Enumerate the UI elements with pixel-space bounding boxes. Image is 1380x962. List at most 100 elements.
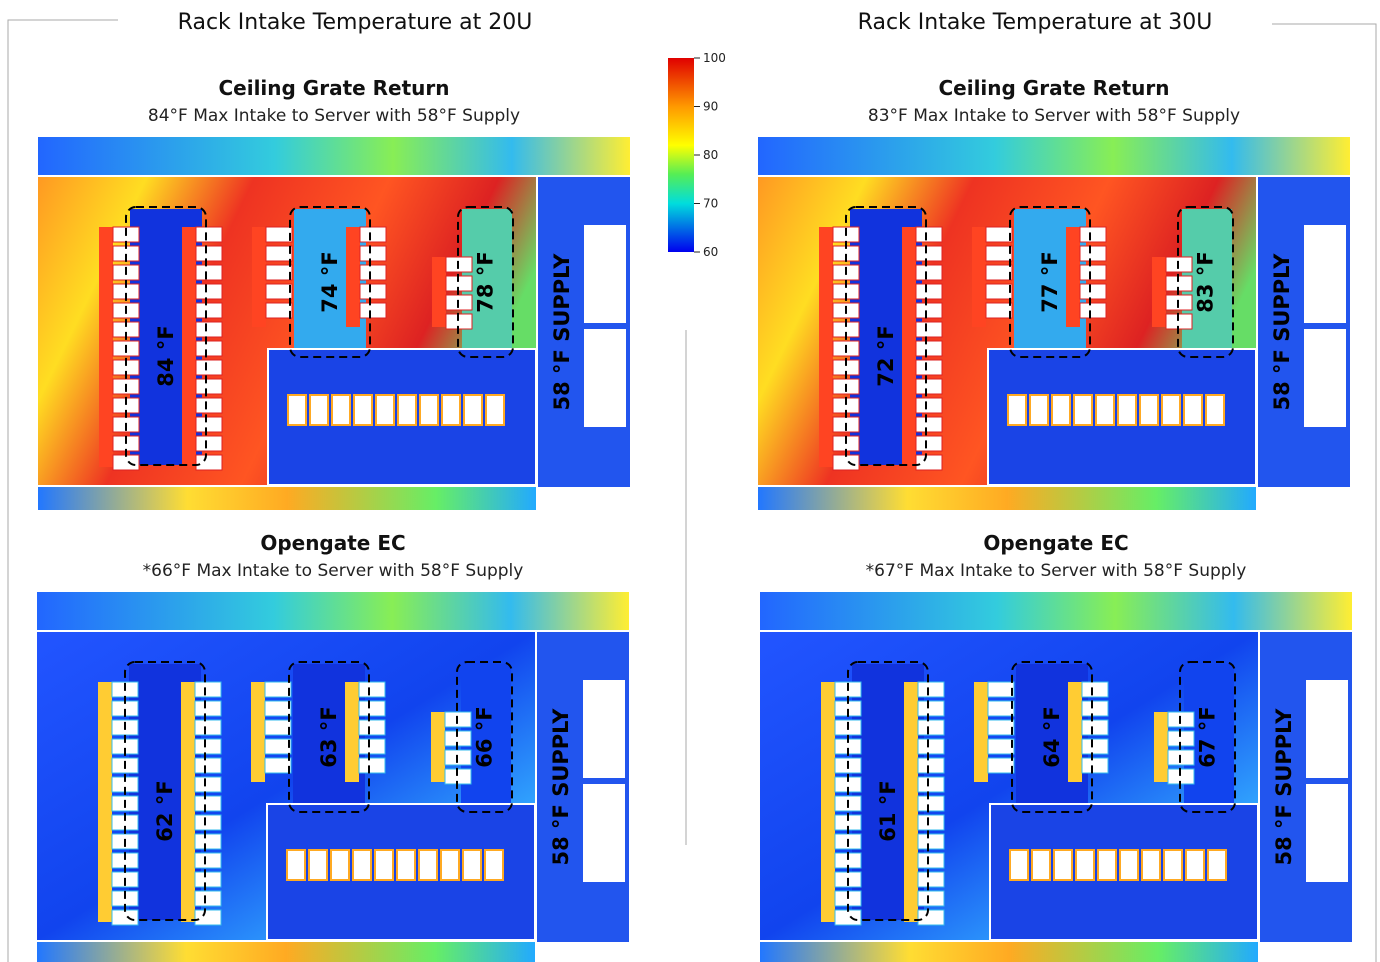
aisle-temperature: 72 °F — [874, 325, 898, 386]
bottom-strip — [37, 942, 535, 962]
colorbar-tick-label: 60 — [703, 245, 718, 259]
server — [195, 397, 223, 414]
rack-column — [432, 257, 446, 327]
server — [987, 681, 1015, 698]
server — [1185, 849, 1205, 881]
server — [1079, 302, 1107, 319]
server — [1081, 700, 1109, 717]
server — [194, 890, 222, 907]
server — [985, 302, 1013, 319]
aisle-temperature: 61 °F — [876, 780, 900, 841]
server — [987, 738, 1015, 755]
server — [987, 700, 1015, 717]
server — [1095, 394, 1115, 426]
server — [194, 852, 222, 869]
server — [985, 245, 1013, 262]
panel-title: Ceiling Grate Return — [218, 76, 449, 100]
server — [834, 909, 862, 926]
server — [485, 394, 505, 426]
server — [264, 681, 292, 698]
server — [917, 871, 945, 888]
hot-aisle-outline — [1009, 206, 1091, 358]
server — [195, 454, 223, 471]
hot-aisle-outline — [289, 206, 371, 358]
rack-column — [345, 682, 359, 782]
aisle-temperature: 62 °F — [153, 780, 177, 841]
hot-aisle-outline — [457, 206, 514, 358]
server — [915, 264, 943, 281]
server — [462, 849, 482, 881]
hot-aisle-outline — [1177, 206, 1234, 358]
server — [985, 283, 1013, 300]
server — [1051, 394, 1071, 426]
top-strip — [37, 592, 629, 630]
server — [309, 394, 329, 426]
server — [917, 757, 945, 774]
supply-label: 58 °F SUPPLY — [550, 253, 574, 411]
colorbar-tick-label: 80 — [703, 148, 718, 162]
server — [917, 738, 945, 755]
heatmap: 61 °F 64 °F 67 °F 58 °F SUPPLY — [760, 592, 1352, 962]
supply-vent — [1304, 225, 1346, 323]
server — [441, 394, 461, 426]
bottom-strip — [758, 487, 1256, 510]
server — [111, 909, 139, 926]
supply-vent — [583, 784, 625, 882]
rack-column — [904, 682, 918, 922]
server — [112, 454, 140, 471]
server — [915, 435, 943, 452]
server — [917, 814, 945, 831]
server — [987, 719, 1015, 736]
server — [195, 264, 223, 281]
aisle-temperature: 84 °F — [154, 325, 178, 386]
server — [915, 454, 943, 471]
server — [1183, 394, 1203, 426]
panel-subtitle: *66°F Max Intake to Server with 58°F Sup… — [143, 561, 524, 581]
server — [1081, 738, 1109, 755]
bottom-strip — [760, 942, 1258, 962]
rack-column — [251, 682, 265, 782]
rack-column — [1154, 712, 1168, 782]
server — [1141, 849, 1161, 881]
server — [375, 394, 395, 426]
server — [1163, 849, 1183, 881]
server — [1029, 394, 1049, 426]
panel-subtitle: 83°F Max Intake to Server with 58°F Supp… — [868, 106, 1240, 126]
server — [917, 909, 945, 926]
rack-column — [346, 227, 360, 327]
frame-line — [1272, 23, 1377, 962]
server — [1097, 849, 1117, 881]
supply-vent — [1304, 329, 1346, 427]
server — [194, 681, 222, 698]
hot-aisle-outline — [456, 661, 513, 813]
server — [359, 245, 387, 262]
rack-column — [819, 227, 833, 467]
hot-aisle-outline — [124, 661, 206, 921]
server — [917, 795, 945, 812]
server — [352, 849, 372, 881]
server — [1207, 849, 1227, 881]
panel-title: Opengate EC — [260, 531, 405, 555]
rack-column — [1066, 227, 1080, 327]
server — [194, 814, 222, 831]
server — [915, 321, 943, 338]
server — [396, 849, 416, 881]
rack-column — [974, 682, 988, 782]
server — [265, 264, 293, 281]
server — [194, 776, 222, 793]
server — [440, 849, 460, 881]
top-strip — [758, 137, 1350, 175]
server — [1161, 394, 1181, 426]
server — [915, 397, 943, 414]
server — [915, 245, 943, 262]
supply-vent — [584, 225, 626, 323]
server — [1081, 757, 1109, 774]
server — [985, 226, 1013, 243]
server — [359, 283, 387, 300]
server — [359, 226, 387, 243]
rack-column — [98, 682, 112, 922]
server — [917, 681, 945, 698]
aisle-temperature: 66 °F — [473, 706, 497, 767]
server — [359, 302, 387, 319]
server — [194, 909, 222, 926]
